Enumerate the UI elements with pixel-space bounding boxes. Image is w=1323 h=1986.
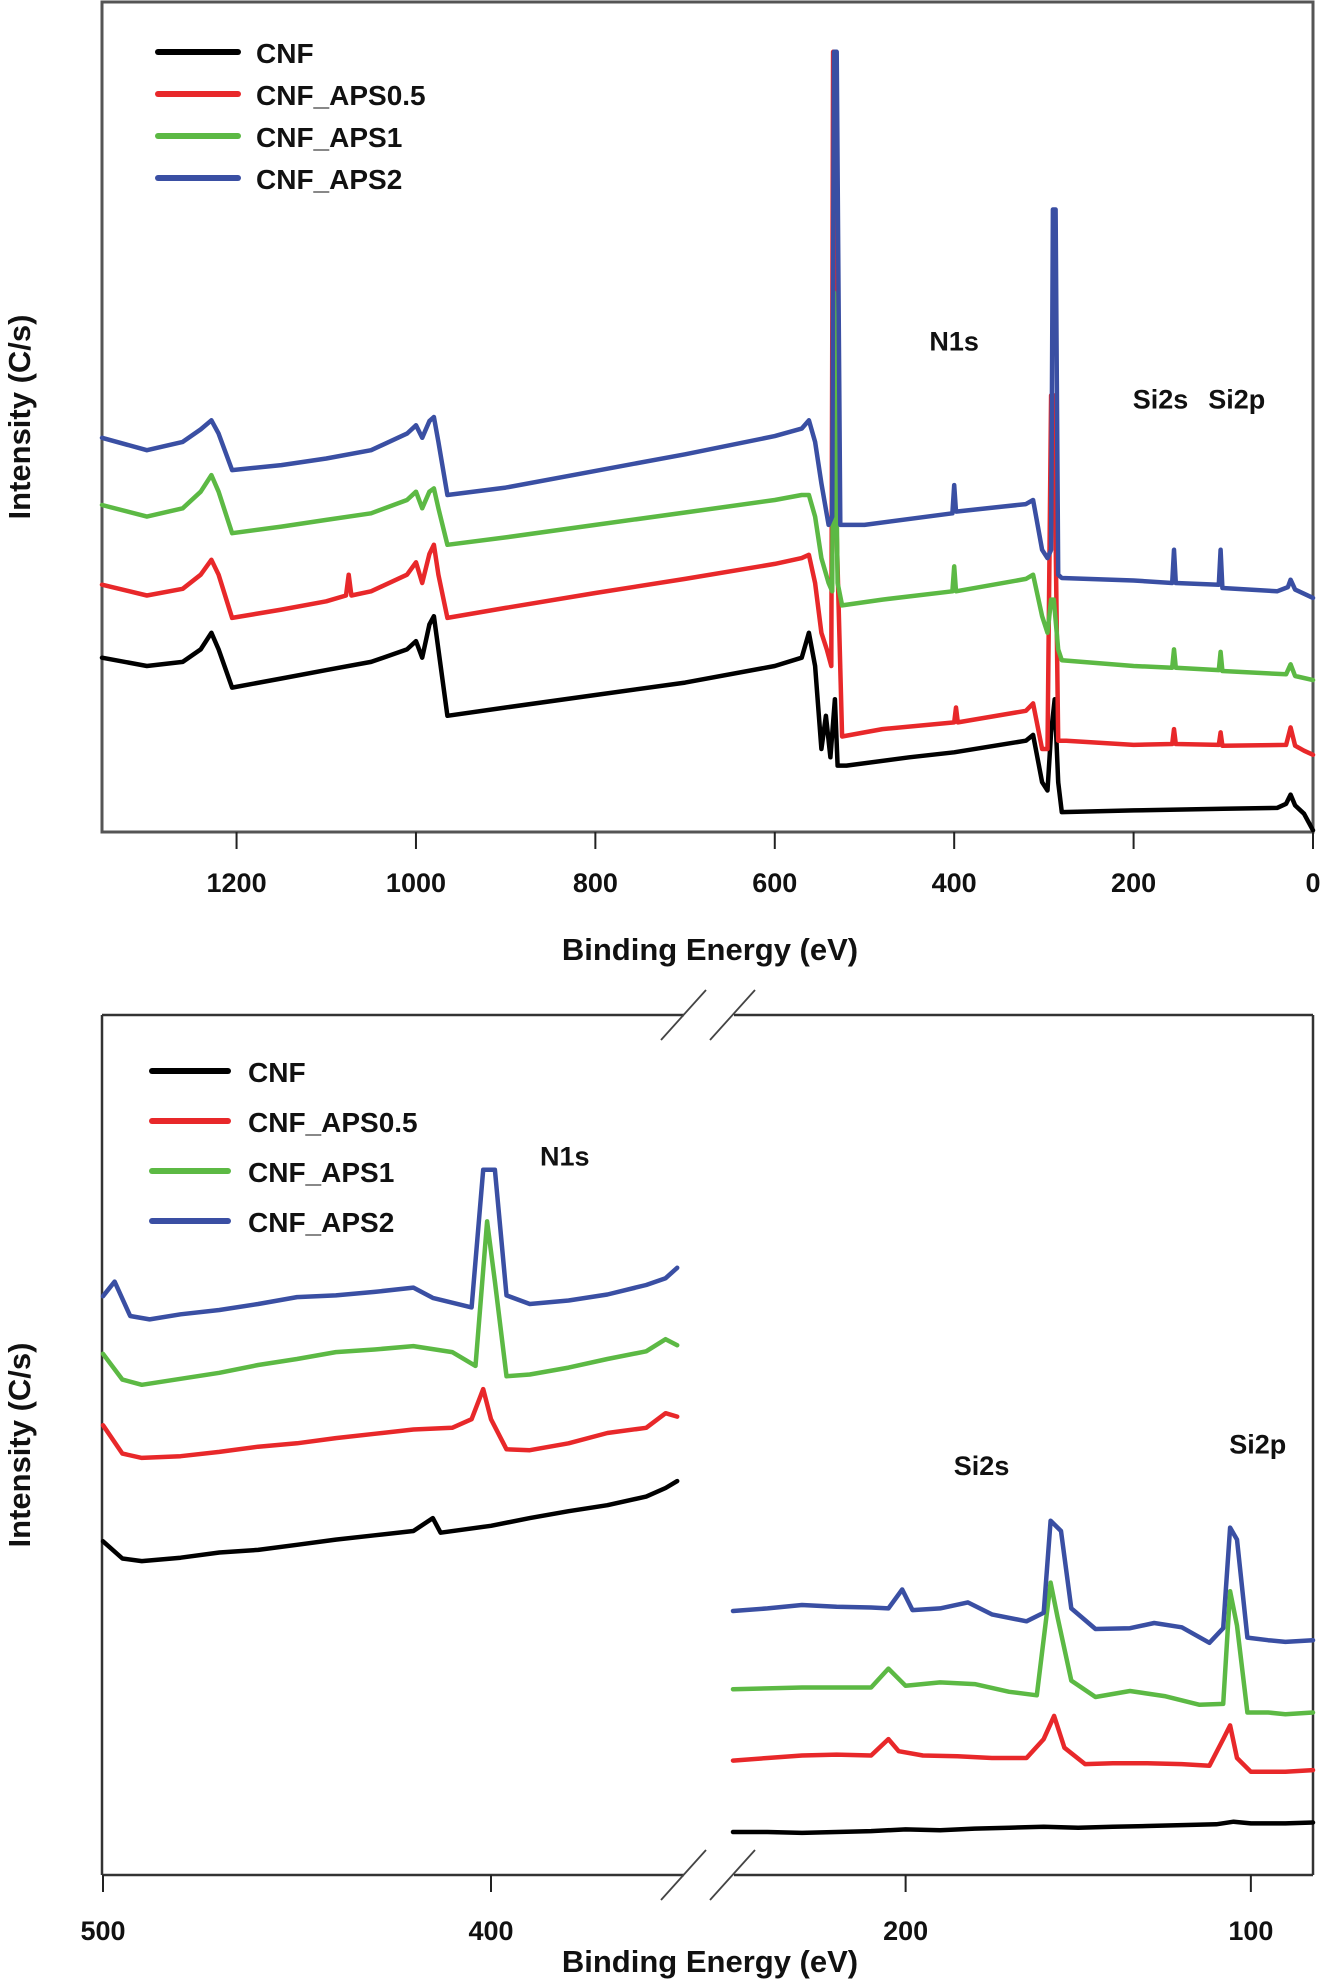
x-tick-label: 800 <box>573 868 618 898</box>
series-group <box>100 1167 1316 1836</box>
x-tick-label: 500 <box>80 1916 125 1946</box>
series-line-cnf-aps2-segment-1 <box>100 1167 680 1322</box>
legend: CNF CNF_APS0.5 CNF_APS1 CNF_APS2 <box>149 1057 418 1238</box>
plot-frame <box>100 0 1315 834</box>
series-line-cnf-aps2-segment-2 <box>730 1518 1316 1646</box>
x-tick-label: 400 <box>468 1916 513 1946</box>
series-line-cnf-aps1-segment-1 <box>100 1219 680 1388</box>
x-tick-label: 0 <box>1305 868 1320 898</box>
series-line-cnf-segment-2 <box>730 1819 1316 1836</box>
y-axis-title: Intensity (C/s) <box>2 1343 37 1548</box>
peak-label-si2p: Si2p <box>1208 385 1265 415</box>
axis-break-mark <box>709 1849 756 1901</box>
legend-label-cnf-aps2: CNF_APS2 <box>256 164 402 195</box>
peak-label-si2p: Si2p <box>1229 1430 1286 1460</box>
x-tick-label: 200 <box>1111 868 1156 898</box>
axis-break-mark <box>709 989 756 1041</box>
x-tick-label: 200 <box>883 1916 928 1946</box>
peak-label-si2s: Si2s <box>954 1451 1010 1481</box>
legend-label-cnf: CNF <box>256 38 314 69</box>
peak-label-si2s: Si2s <box>1133 385 1189 415</box>
x-tick-label: 1000 <box>386 868 446 898</box>
annotations: N1s Si2s Si2p <box>929 327 1265 415</box>
peak-label-n1s: N1s <box>929 327 979 357</box>
series-line-cnf-aps0-5-segment-1 <box>100 1386 680 1461</box>
legend: CNF CNF_APS0.5 CNF_APS1 CNF_APS2 <box>155 38 426 195</box>
plot-frame <box>100 989 1315 1901</box>
legend-label-cnf-aps0-5: CNF_APS0.5 <box>256 80 426 111</box>
annotations: N1s Si2s Si2p <box>540 1142 1286 1482</box>
x-ticks: 500 400 200 100 <box>80 1875 1273 1946</box>
series-line-cnf-aps0-5-segment-2 <box>730 1713 1316 1775</box>
legend-label-cnf-aps2: CNF_APS2 <box>248 1207 394 1238</box>
x-tick-label: 1200 <box>207 868 267 898</box>
x-axis-title: Binding Energy (eV) <box>562 932 858 967</box>
x-ticks: 1200 1000 800 600 400 200 0 <box>207 832 1321 898</box>
series-line-cnf-aps1 <box>99 290 1316 683</box>
x-tick-label: 400 <box>932 868 977 898</box>
axis-break-mark <box>660 989 707 1041</box>
x-tick-label: 600 <box>752 868 797 898</box>
series-line-cnf-segment-1 <box>100 1478 680 1564</box>
series-line-cnf-aps0-5 <box>99 49 1316 758</box>
detail-spectrum-chart: 500 400 200 100 Binding Energy (eV) Intensi… <box>2 989 1316 1979</box>
legend-label-cnf-aps1: CNF_APS1 <box>248 1157 394 1188</box>
x-axis-title: Binding Energy (eV) <box>562 1944 858 1979</box>
peak-label-n1s: N1s <box>540 1142 590 1172</box>
x-tick-label: 100 <box>1228 1916 1273 1946</box>
axis-break-mark <box>660 1849 707 1901</box>
survey-spectrum-chart: 1200 1000 800 600 400 200 0 Binding Energy (eV… <box>2 0 1321 967</box>
series-line-cnf-aps2 <box>99 49 1316 601</box>
series-line-cnf <box>99 613 1316 833</box>
legend-label-cnf-aps1: CNF_APS1 <box>256 122 402 153</box>
series-group <box>99 49 1316 833</box>
legend-label-cnf-aps0-5: CNF_APS0.5 <box>248 1107 418 1138</box>
series-line-cnf-aps1-segment-2 <box>730 1580 1316 1717</box>
legend-label-cnf: CNF <box>248 1057 306 1088</box>
y-axis-title: Intensity (C/s) <box>2 315 37 520</box>
